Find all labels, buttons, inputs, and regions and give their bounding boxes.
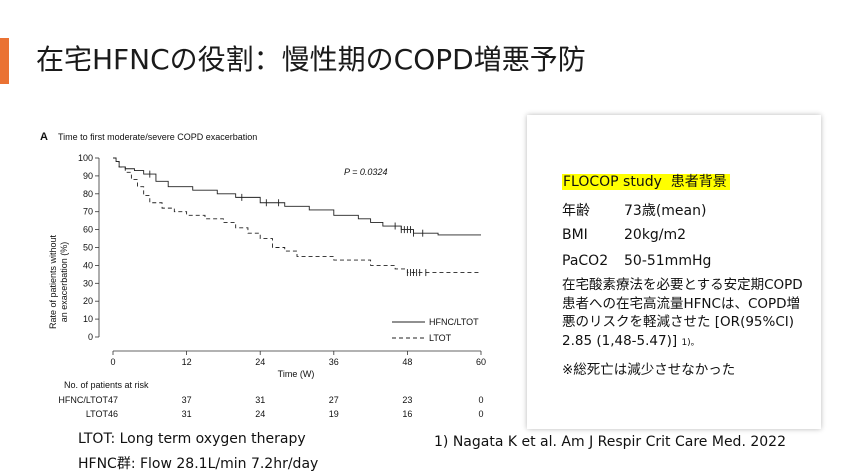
risk-cell: 0 (478, 409, 483, 419)
risk-table-header: No. of patients at risk (64, 380, 149, 390)
p-value: P = 0.0324 (344, 167, 387, 177)
risk-cell: 46 (108, 409, 118, 419)
study-name-highlight: FLOCOP study 患者背景 (562, 174, 730, 190)
risk-cell: 19 (329, 409, 339, 419)
bmi-value: 20kg/m2 (624, 227, 687, 243)
study-heading: FLOCOP study 患者背景 (562, 173, 730, 192)
age-label: 年齢 (562, 203, 590, 219)
risk-cell: 47 (108, 395, 118, 405)
age-value: 73歳(mean) (624, 203, 707, 219)
x-tick-label: 36 (329, 357, 339, 367)
ltot-footnote: LTOT: Long term oxygen therapy (78, 431, 306, 447)
risk-cell: 27 (329, 395, 339, 405)
reference: 1) Nagata K et al. Am J Respir Crit Care… (434, 434, 786, 450)
x-tick-label: 0 (110, 357, 115, 367)
y-tick-label: 60 (83, 225, 93, 235)
conclusion-ref: 1)。 (681, 337, 700, 348)
y-tick-label: 10 (83, 314, 93, 324)
km-chart-svg: A Time to first moderate/severe COPD exa… (40, 131, 486, 419)
y-tick-label: 100 (78, 153, 93, 163)
y-axis-label-line1: Rate of patients without (48, 234, 58, 329)
x-tick-label: 48 (402, 357, 412, 367)
panel-label: A (40, 131, 48, 143)
risk-cell: 16 (402, 409, 412, 419)
y-tick-label: 80 (83, 189, 93, 199)
bmi-label: BMI (562, 227, 588, 243)
x-tick-label: 60 (476, 357, 486, 367)
legend-label-hfnc-ltot: HFNC/LTOT (429, 317, 479, 327)
km-curve-hfnc-ltot (113, 157, 481, 236)
km-chart: A Time to first moderate/severe COPD exa… (36, 124, 506, 424)
risk-cell: 31 (255, 395, 265, 405)
title-accent-bar (0, 38, 9, 84)
risk-cell: 23 (402, 395, 412, 405)
age-row: 年齢 73歳(mean) (562, 200, 706, 220)
y-tick-label: 0 (88, 332, 93, 342)
study-subtitle: 患者背景 (670, 174, 727, 190)
y-tick-label: 40 (83, 260, 93, 270)
slide-title: 在宅HFNCの役割：慢性期のCOPD増悪予防 (36, 43, 586, 76)
y-tick-label: 70 (83, 207, 93, 217)
x-axis-label: Time (W) (278, 369, 315, 379)
conclusion-text: 在宅酸素療法を必要とする安定期COPD患者への在宅高流量HFNCは、COPD増悪… (562, 276, 812, 352)
risk-cell: 31 (182, 409, 192, 419)
y-tick-label: 20 (83, 296, 93, 306)
paco2-label: PaCO2 (562, 253, 609, 269)
risk-cell: 0 (478, 395, 483, 405)
paco2-row: PaCO2 50-51mmHg (562, 253, 711, 269)
x-tick-label: 12 (182, 357, 192, 367)
risk-cell: 24 (255, 409, 265, 419)
x-tick-label: 24 (255, 357, 265, 367)
y-tick-label: 90 (83, 171, 93, 181)
y-axis-label-line2: an exacerbation (%) (59, 242, 69, 323)
risk-row-label: LTOT (86, 409, 109, 419)
conclusion-body: 在宅酸素療法を必要とする安定期COPD患者への在宅高流量HFNCは、COPD増悪… (562, 277, 803, 349)
study-name: FLOCOP study (563, 174, 662, 190)
km-curve-ltot (113, 157, 481, 274)
chart-title: Time to first moderate/severe COPD exace… (58, 132, 257, 142)
bmi-row: BMI 20kg/m2 (562, 227, 686, 243)
legend-label-ltot: LTOT (429, 333, 452, 343)
hfnc-footnote: HFNC群: Flow 28.1L/min 7.2hr/day (78, 456, 319, 472)
risk-row-label: HFNC/LTOT (58, 395, 108, 405)
risk-cell: 37 (182, 395, 192, 405)
paco2-value: 50-51mmHg (624, 253, 712, 269)
y-tick-label: 50 (83, 243, 93, 253)
mortality-note: ※総死亡は減少させなかった (562, 362, 736, 378)
y-tick-label: 30 (83, 278, 93, 288)
study-info-box: FLOCOP study 患者背景 年齢 73歳(mean) BMI 20kg/… (527, 115, 821, 429)
